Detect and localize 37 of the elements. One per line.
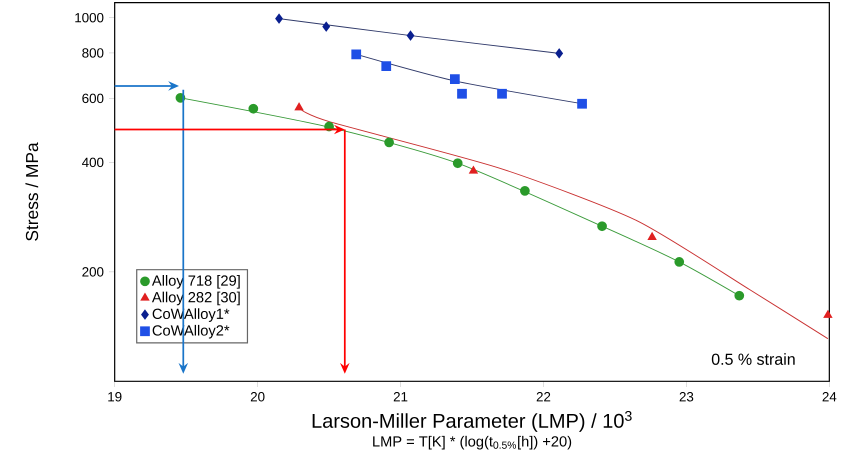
point xyxy=(381,61,392,72)
x-tick-label: 22 xyxy=(536,392,550,402)
legend-label: Alloy 282 [30] xyxy=(152,292,240,306)
point xyxy=(248,104,258,114)
annotation: 0.5 % strain xyxy=(712,353,795,366)
point xyxy=(577,99,587,109)
x-tick-label: 23 xyxy=(680,392,694,402)
y-tick-label: 400 xyxy=(82,158,104,168)
point xyxy=(520,186,530,196)
x-tick-label: 21 xyxy=(394,392,408,402)
y-tick-label: 200 xyxy=(82,267,104,277)
y-tick-label: 800 xyxy=(82,48,104,58)
point xyxy=(469,166,478,174)
x-axis-title: Larson-Miller Parameter (LMP) / 10$^{3}$ xyxy=(312,411,632,432)
point xyxy=(322,22,330,32)
point xyxy=(450,74,460,84)
y-tick-label: 1000 xyxy=(75,13,104,23)
point xyxy=(457,89,467,99)
y-tick-label: 600 xyxy=(82,94,104,104)
x-tick-label: 20 xyxy=(250,392,265,402)
point xyxy=(555,48,563,58)
point xyxy=(384,138,394,148)
y-axis-title: Stress / MPa xyxy=(25,142,38,241)
point xyxy=(674,257,684,267)
legend-label: Alloy 718 [29] xyxy=(152,275,240,289)
x-tick-label: 19 xyxy=(108,392,122,402)
point xyxy=(734,290,744,301)
point xyxy=(452,158,463,168)
point xyxy=(648,232,656,240)
point xyxy=(497,89,507,99)
point xyxy=(275,14,283,24)
point xyxy=(406,30,414,41)
x-tick-label: 24 xyxy=(822,392,836,402)
point xyxy=(597,222,607,232)
text: LMP = T[K] * (log(t$_{0.5%}$[h]) +20) xyxy=(373,436,572,450)
point xyxy=(351,50,362,60)
point xyxy=(294,102,304,110)
